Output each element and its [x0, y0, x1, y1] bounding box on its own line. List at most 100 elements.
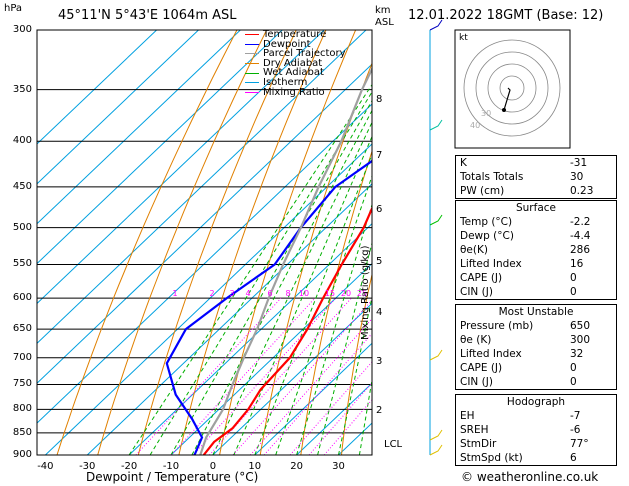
- hodograph-panel: Hodograph EH -7 SREH -6 StmDir 77° StmSpd (kt) 6: [455, 394, 617, 466]
- km-tick-label: 7: [376, 150, 383, 161]
- mixing-ratio-label: 6: [267, 289, 272, 298]
- wind-barb: [429, 119, 443, 131]
- legend-item: Parcel Trajectory: [245, 49, 346, 59]
- wind-barb: [429, 214, 443, 226]
- panel-row: Lifted Index 16: [460, 258, 584, 270]
- temp-tick-label: -40: [37, 461, 54, 472]
- pressure-tick-label: 700: [12, 351, 32, 363]
- hodograph-ring-label: 30: [481, 109, 491, 118]
- pressure-tick-label: 650: [12, 323, 32, 335]
- pressure-tick-label: 600: [12, 292, 32, 304]
- hpa-label: hPa: [4, 3, 23, 14]
- km-tick-label: 6: [376, 204, 383, 215]
- legend: Temperature Dewpoint Parcel Trajectory Dry …: [245, 30, 346, 97]
- panel-title: Surface: [515, 202, 556, 214]
- hodograph-ring: [487, 63, 537, 113]
- legend-item: Dry Adiabat: [245, 58, 346, 69]
- mixing-ratio-line: [249, 317, 372, 455]
- isotherm-line: [37, 30, 157, 145]
- panel-row: SREH -6: [460, 424, 581, 436]
- hodograph-ring: [475, 51, 549, 125]
- mixing-ratio-label: 1: [172, 289, 177, 298]
- panel-title: Hodograph: [506, 396, 566, 408]
- wet-adiabat: [254, 152, 372, 455]
- legend-item: Dewpoint: [245, 39, 346, 50]
- wind-barb: [429, 19, 443, 31]
- mixing-ratio-line: [170, 297, 316, 455]
- hodograph-trace: [503, 87, 511, 111]
- hodograph-kt-label: kt: [459, 33, 468, 43]
- mixing-ratio-label: 3: [229, 289, 234, 298]
- panel-title: Most Unstable: [498, 306, 574, 318]
- wet-adiabat: [358, 377, 372, 455]
- panel-row: Lifted Index 32: [460, 348, 584, 360]
- series-temperature: [202, 205, 372, 455]
- mixing-ratio-line: [135, 297, 282, 455]
- hodograph-point: [502, 108, 506, 112]
- pressure-tick-label: 550: [12, 258, 32, 270]
- dry-adiabat: [620, 30, 629, 455]
- km-tick-label: 5: [376, 256, 383, 267]
- km-tick-label: 3: [376, 356, 383, 367]
- hodograph-ring: [463, 39, 561, 137]
- panel-row: CIN (J) 0: [460, 376, 577, 388]
- legend-item: Temperature: [245, 30, 346, 40]
- temp-tick-label: -20: [120, 461, 138, 472]
- wet-adiabat: [317, 241, 372, 455]
- temp-tick-label: 20: [290, 461, 303, 472]
- dry-adiabat: [259, 62, 372, 455]
- most-unstable-panel: Most Unstable Pressure (mb) 650 θe (K) 300 Li…: [455, 304, 617, 390]
- panel-row: θe (K) 300: [460, 334, 591, 346]
- dry-adiabat: [56, 30, 238, 455]
- panel-row: PW (cm) 0.23: [460, 185, 594, 197]
- mixing-ratio-line: [289, 361, 372, 455]
- pressure-tick-label: 900: [12, 449, 32, 460]
- mixing-ratio-label: 2: [209, 289, 214, 298]
- legend-item: Wet Adiabat: [245, 68, 346, 78]
- isotherm-line: [37, 30, 241, 225]
- isotherm-line: [37, 30, 325, 305]
- wind-barb: [429, 429, 443, 441]
- mixing-ratio-label: 10: [299, 289, 309, 298]
- mixing-ratio-label: 20: [341, 289, 351, 298]
- x-axis-label: Dewpoint / Temperature (°C): [86, 470, 259, 484]
- mixing-ratio-axis-label: Mixing Ratio (g/kg): [360, 245, 371, 340]
- legend-item: Isotherm: [245, 78, 346, 88]
- panel-row: CIN (J) 0: [460, 286, 577, 298]
- pressure-tick-label: 400: [12, 135, 32, 147]
- plot-area: [37, 30, 629, 455]
- pressure-tick-label: 350: [12, 83, 32, 95]
- wind-barb: [429, 444, 443, 456]
- dry-adiabat: [97, 30, 268, 455]
- dry-adiabat: [219, 30, 357, 455]
- legend-item: Mixing Ratio: [245, 87, 346, 98]
- panel-row: Totals Totals 30: [460, 171, 584, 183]
- mixing-ratio-label: 8: [285, 289, 290, 298]
- temp-tick-label: 0: [209, 461, 217, 472]
- temp-tick-label: 10: [248, 461, 262, 472]
- mixing-ratio-label: 4: [245, 289, 250, 298]
- pressure-tick-label: 850: [12, 426, 32, 438]
- pressure-tick-label: 750: [12, 378, 32, 390]
- hodograph-ring-label: 40: [470, 121, 480, 130]
- hodograph-ring: [499, 75, 525, 101]
- pressure-tick-label: 500: [12, 221, 32, 233]
- wet-adiabat: [191, 109, 372, 455]
- km-tick-label: 2: [376, 405, 383, 416]
- km-tick-label: 8: [376, 94, 383, 105]
- asl-label: ASL: [375, 17, 394, 28]
- pressure-tick-label: 800: [12, 403, 32, 415]
- dry-adiabat: [137, 30, 297, 455]
- series-dewpoint: [165, 159, 372, 455]
- wind-barb: [429, 349, 443, 361]
- pressure-tick-label: 300: [12, 24, 32, 35]
- series-parcel-trajectory: [199, 66, 372, 455]
- isotherm-line: [37, 103, 372, 424]
- dry-adiabat: [178, 30, 327, 455]
- temp-tick-label: -10: [162, 461, 180, 472]
- panel-row: Pressure (mb) 650: [460, 320, 591, 332]
- temp-tick-label: -30: [79, 461, 96, 472]
- isotherm-line: [37, 30, 283, 265]
